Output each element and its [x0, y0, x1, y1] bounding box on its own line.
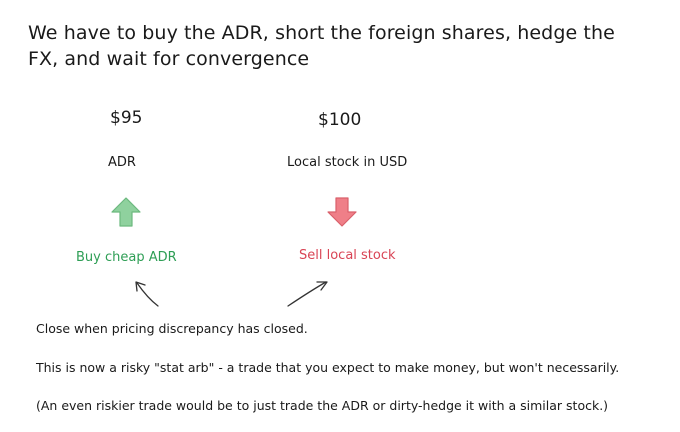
curve-arrow-left [136, 282, 159, 307]
note-riskier-trade: (An even riskier trade would be to just … [36, 398, 609, 413]
local-stock-label: Local stock in USD [287, 155, 408, 170]
note-stat-arb: This is now a risky "stat arb" - a trade… [36, 360, 620, 375]
down-arrow-icon [326, 196, 358, 228]
curve-arrow-right [287, 281, 327, 307]
adr-price: $95 [110, 108, 143, 128]
buy-adr-action: Buy cheap ADR [76, 250, 177, 265]
curve-arrow-right-head [316, 281, 328, 291]
slide-title: We have to buy the ADR, short the foreig… [28, 22, 615, 70]
adr-label: ADR [108, 155, 136, 170]
sell-local-action: Sell local stock [299, 248, 396, 263]
note-close: Close when pricing discrepancy has close… [36, 321, 308, 336]
curve-arrow-left-head [135, 281, 146, 292]
local-stock-price: $100 [318, 110, 362, 130]
up-arrow-icon [110, 196, 142, 228]
